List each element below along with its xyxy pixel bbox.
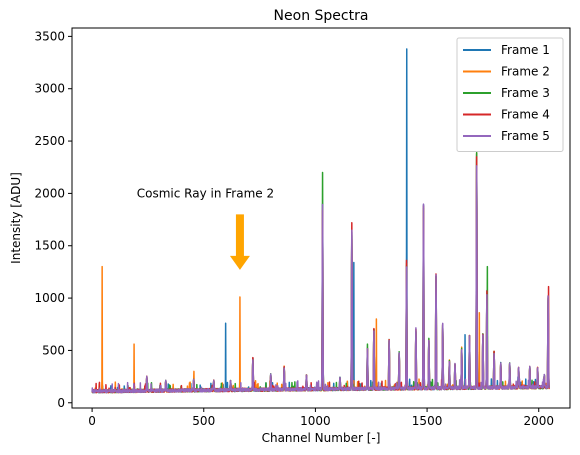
legend: Frame 1 Frame 2 Frame 3 Frame 4 Frame 5: [456, 37, 564, 152]
y-tick-label: 3500: [34, 29, 65, 43]
x-tick-label: 1000: [300, 414, 331, 428]
legend-label: Frame 3: [501, 86, 550, 100]
x-tick-label: 2000: [523, 414, 554, 428]
annotation-arrow: [229, 214, 250, 270]
series-line-frame-5: [91, 165, 550, 394]
x-axis-ticks: 0 500 1000 1500 2000: [88, 408, 554, 428]
y-tick-label: 2500: [34, 134, 65, 148]
y-tick-label: 0: [57, 396, 65, 410]
x-tick-label: 0: [88, 414, 96, 428]
legend-label: Frame 5: [501, 129, 550, 143]
y-tick-label: 3000: [34, 82, 65, 96]
y-tick-label: 1000: [34, 291, 65, 305]
legend-label: Frame 1: [501, 43, 550, 57]
x-axis-title: Channel Number [-]: [262, 431, 381, 445]
annotation-text: Cosmic Ray in Frame 2: [137, 186, 274, 200]
x-tick-label: 500: [192, 414, 215, 428]
legend-label: Frame 2: [501, 65, 550, 79]
y-axis-title: Intensity [ADU]: [9, 172, 23, 264]
series-layer: [91, 48, 550, 394]
chart-title: Neon Spectra: [274, 8, 369, 24]
plot-frame: [71, 27, 571, 409]
y-tick-label: 2000: [34, 186, 65, 200]
y-axis-ticks: 0 500 1000 1500 2000 2500 3000 3500: [34, 29, 72, 410]
y-tick-label: 500: [42, 343, 65, 357]
legend-label: Frame 4: [501, 108, 550, 122]
annotation-layer: Cosmic Ray in Frame 2: [137, 186, 274, 270]
y-tick-label: 1500: [34, 239, 65, 253]
legend-box: [456, 37, 564, 152]
x-tick-label: 1500: [412, 414, 443, 428]
